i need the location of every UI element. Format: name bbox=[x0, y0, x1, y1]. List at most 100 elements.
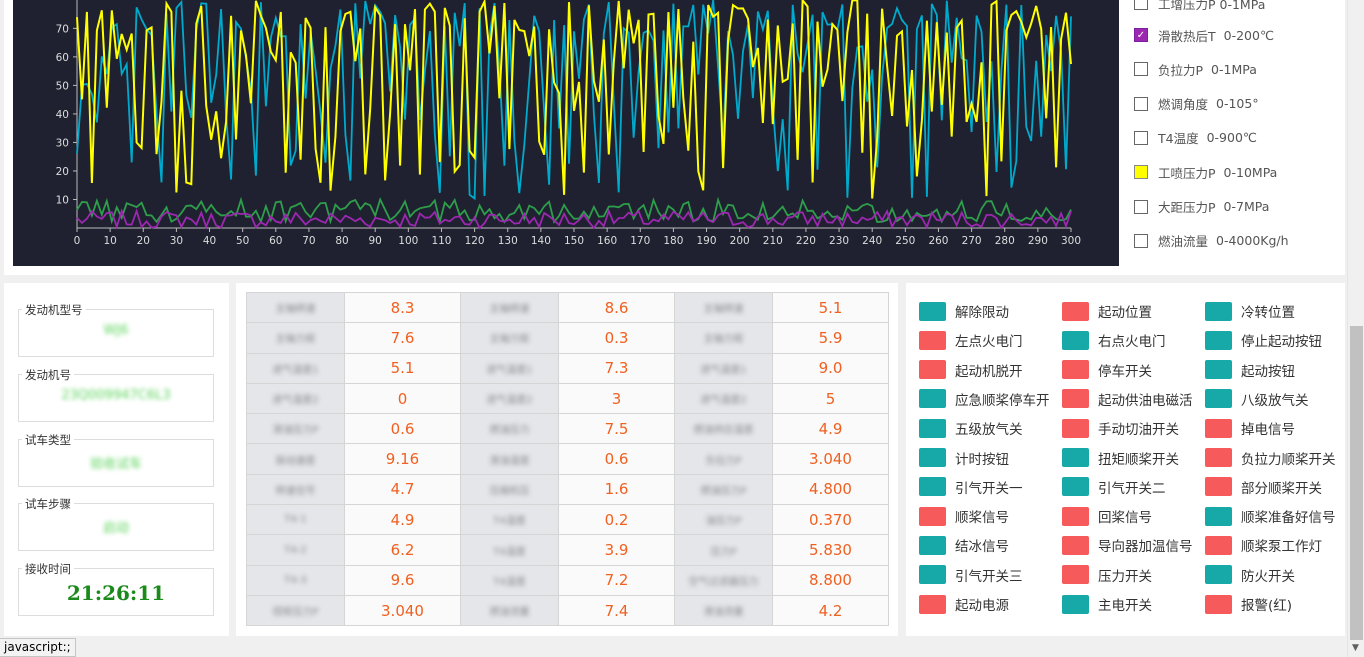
status-indicator: 顺桨准备好信号 bbox=[1205, 506, 1336, 526]
x-tick-label: 210 bbox=[763, 235, 783, 247]
status-indicator: 起动电源 bbox=[919, 594, 1009, 614]
param-name-cell: 进气温度2 bbox=[246, 382, 345, 415]
param-value-cell: 0 bbox=[344, 382, 461, 415]
status-label: 右点火电门 bbox=[1098, 334, 1166, 351]
status-lamp bbox=[1062, 565, 1089, 585]
status-label: 防火开关 bbox=[1241, 568, 1295, 585]
param-name-cell: 扭矩压力P bbox=[246, 594, 345, 627]
x-tick-label: 70 bbox=[302, 235, 315, 247]
status-label: 起动机脱开 bbox=[955, 363, 1023, 380]
param-name-cell: 压缩机压 bbox=[460, 473, 559, 506]
x-tick-label: 140 bbox=[531, 235, 551, 247]
legend-item[interactable]: T4温度 0-900℃ bbox=[1134, 128, 1257, 148]
param-name-cell: 主轴力矩 bbox=[674, 322, 773, 354]
switch-status-panel: 解除限动 起动位置 冷转位置 左点火电门 右点火电门 停止起动按钮 起动机脱开 停车开关 起动按… bbox=[906, 283, 1345, 636]
status-label: 计时按钮 bbox=[955, 451, 1009, 468]
x-tick-label: 30 bbox=[170, 235, 183, 247]
legend-checkbox[interactable] bbox=[1134, 233, 1148, 248]
legend-item[interactable]: 负拉力P 0-1MPa bbox=[1134, 59, 1257, 79]
param-value-cell: 0.6 bbox=[558, 443, 675, 475]
scroll-thumb[interactable] bbox=[1350, 326, 1363, 640]
table-row: 滑油压力P 0.6 燃油压力 7.5 燃油供应温度 4.9 bbox=[246, 413, 889, 445]
param-name-cell: 主轴力矩 bbox=[246, 322, 345, 354]
param-name-cell: 燃油流量 bbox=[460, 594, 559, 627]
browser-status-bar: javascript:; bbox=[0, 638, 76, 657]
legend-checkbox[interactable] bbox=[1134, 62, 1148, 77]
status-label: 主电开关 bbox=[1098, 598, 1152, 614]
status-indicator: 部分顺桨开关 bbox=[1205, 477, 1322, 497]
param-name-cell: 转速信号 bbox=[246, 473, 345, 506]
status-label: 八级放气关 bbox=[1241, 392, 1309, 409]
legend-label: 滑散热后T bbox=[1158, 28, 1216, 44]
param-name-cell: 进气温度2 bbox=[460, 382, 559, 415]
status-lamp bbox=[1205, 535, 1232, 555]
test-step-value: 启动 bbox=[102, 521, 129, 536]
status-indicator: 停车开关 bbox=[1062, 360, 1152, 380]
legend-checkbox[interactable] bbox=[1134, 199, 1148, 214]
x-tick-label: 150 bbox=[564, 235, 584, 247]
series-line bbox=[76, 196, 1072, 225]
legend-label: 大距压力P bbox=[1158, 200, 1216, 215]
table-row: T4-2 6.2 T4温度 3.9 压力P 5.830 bbox=[246, 534, 889, 566]
legend-checkbox[interactable] bbox=[1134, 165, 1148, 180]
scroll-down-icon[interactable]: ▼ bbox=[1352, 643, 1359, 653]
chart-svg: 0 10 20 30 40 50 60 70 80 90 100 110 120 130 140 150 160… bbox=[56, 0, 1081, 247]
status-label: 起动电源 bbox=[955, 598, 1009, 614]
status-lamp bbox=[1205, 477, 1232, 497]
param-value-cell: 0.3 bbox=[558, 322, 675, 354]
legend-item[interactable]: 工喷压力P 0-10MPa bbox=[1134, 162, 1277, 182]
status-label: 应急顺桨停车开 bbox=[955, 392, 1050, 409]
param-value-cell: 8.6 bbox=[558, 291, 675, 324]
param-name-cell: 进气温度1 bbox=[246, 352, 345, 384]
status-lamp bbox=[1062, 448, 1089, 467]
status-label: 引气开关一 bbox=[955, 480, 1023, 497]
param-name-cell: 压力P bbox=[674, 534, 773, 566]
legend-item[interactable]: 大距压力P 0-7MPa bbox=[1134, 197, 1269, 217]
x-tick-label: 270 bbox=[962, 235, 982, 247]
legend-item[interactable]: ✓ 滑散热后T 0-200℃ bbox=[1134, 25, 1274, 45]
param-value-cell: 5.1 bbox=[344, 352, 461, 384]
status-indicator: 起动位置 bbox=[1062, 301, 1152, 321]
table-row: 主轴力矩 7.6 主轴力矩 0.3 主轴力矩 5.9 bbox=[246, 322, 889, 354]
param-value-cell: 4.9 bbox=[772, 413, 889, 445]
legend-label: T4温度 bbox=[1158, 131, 1199, 147]
legend-item[interactable]: 燃油流量 0-4000Kg/h bbox=[1134, 231, 1289, 251]
status-indicator: 顺桨泵工作灯 bbox=[1205, 535, 1322, 555]
recv-time-value: 21:26:11 bbox=[66, 581, 166, 605]
legend-checkbox[interactable] bbox=[1134, 130, 1148, 145]
param-value-cell: 9.16 bbox=[344, 443, 461, 475]
legend-range: 0-900℃ bbox=[1206, 130, 1257, 146]
legend-item[interactable]: 燃调角度 0-105° bbox=[1134, 94, 1259, 114]
param-value-cell: 0.370 bbox=[772, 504, 889, 536]
engine-model-value: WJ6 bbox=[103, 323, 129, 338]
status-label: 起动按钮 bbox=[1241, 363, 1295, 380]
legend-item-partial[interactable]: 工增压力P 0-1MPa bbox=[1134, 0, 1265, 13]
legend-range: 0-105° bbox=[1216, 96, 1259, 112]
param-value-cell: 4.800 bbox=[772, 473, 889, 506]
status-label: 手动切油开关 bbox=[1098, 422, 1179, 439]
param-value-cell: 5 bbox=[772, 382, 889, 415]
vertical-scrollbar[interactable]: ▼ bbox=[1347, 0, 1364, 657]
status-lamp bbox=[1062, 477, 1089, 497]
status-lamp bbox=[1062, 301, 1089, 321]
param-name-cell: T4-3 bbox=[246, 564, 345, 596]
status-label: 报警(红) bbox=[1241, 598, 1293, 614]
param-name-cell: T4-2 bbox=[246, 534, 345, 566]
status-indicator: 主电开关 bbox=[1062, 594, 1152, 614]
param-value-cell: 9.0 bbox=[772, 352, 889, 384]
legend-checkbox[interactable]: ✓ bbox=[1134, 28, 1148, 42]
param-name-cell: 滑油流量 bbox=[674, 594, 773, 627]
status-lamp bbox=[1062, 506, 1089, 526]
status-lamp bbox=[919, 535, 946, 555]
param-value-cell: 0.2 bbox=[558, 504, 675, 536]
status-indicator: 八级放气关 bbox=[1205, 389, 1309, 409]
legend-checkbox[interactable] bbox=[1134, 0, 1148, 10]
status-lamp bbox=[919, 360, 946, 380]
status-lamp bbox=[919, 506, 946, 526]
param-value-cell: 7.2 bbox=[558, 564, 675, 596]
legend-checkbox[interactable] bbox=[1134, 96, 1148, 111]
param-name-cell: T4温度 bbox=[460, 564, 559, 596]
legend-range: 0-10MPa bbox=[1223, 164, 1278, 180]
status-indicator: 五级放气关 bbox=[919, 418, 1023, 438]
status-indicator: 结冰信号 bbox=[919, 535, 1009, 555]
